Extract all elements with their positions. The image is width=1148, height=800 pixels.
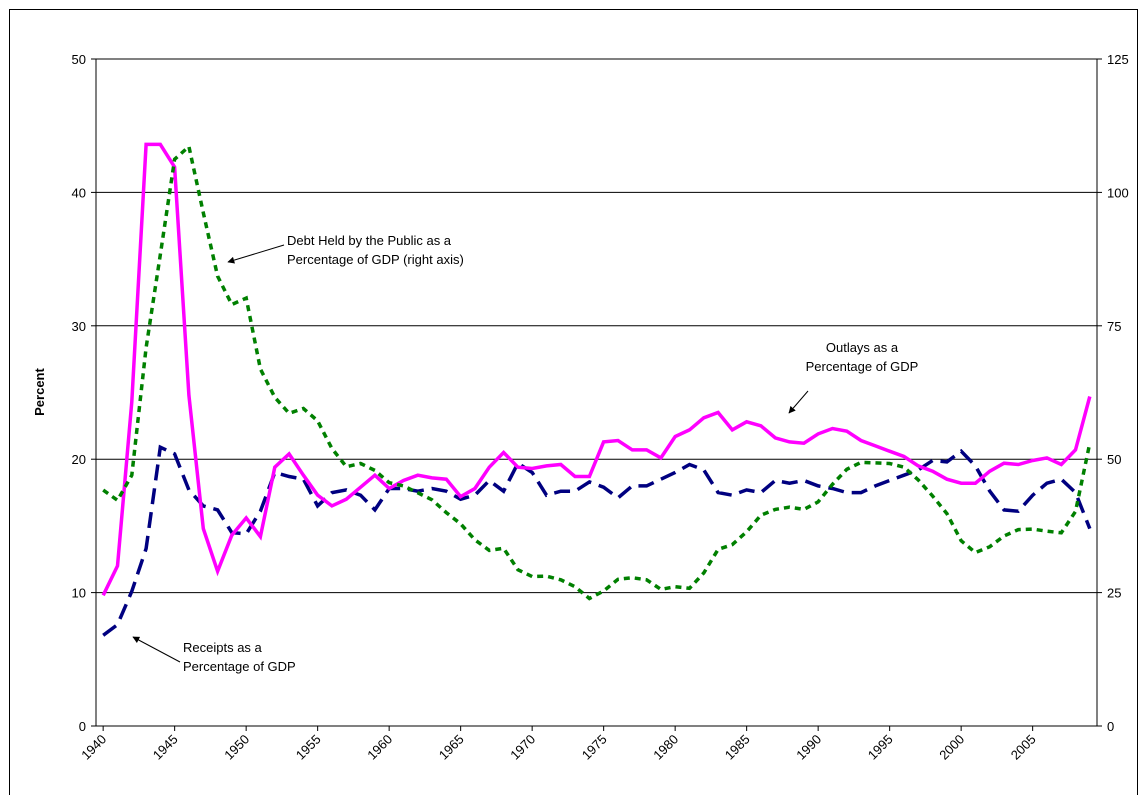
series-line — [102, 143, 1092, 601]
y2-tick-label: 75 — [1107, 319, 1121, 334]
x-tick-label: 1955 — [293, 732, 324, 763]
frame — [9, 9, 1138, 800]
annotation: Debt Held by the Public as a — [287, 233, 452, 248]
y-tick-label: 20 — [72, 452, 86, 467]
x-tick-label: 1985 — [722, 732, 753, 763]
x-tick-label: 2005 — [1008, 732, 1039, 763]
series-line — [101, 142, 1092, 597]
x-tick-label: 1970 — [507, 732, 538, 763]
x-tick-label: 1950 — [221, 732, 252, 763]
annotation: Outlays as a — [826, 340, 899, 355]
annotation: Percentage of GDP (right axis) — [287, 252, 464, 267]
annotation: Percentage of GDP — [806, 359, 919, 374]
x-tick-label: 1975 — [579, 732, 610, 763]
annotation-arrow — [132, 636, 181, 663]
y-tick-label: 50 — [72, 52, 86, 67]
x-tick-label: 1940 — [78, 732, 109, 763]
y2-tick-label: 100 — [1107, 185, 1129, 200]
y2-tick-label: 25 — [1107, 586, 1121, 601]
annotation: Percentage of GDP — [183, 659, 296, 674]
y-tick-label: 0 — [79, 719, 86, 734]
x-tick-label: 2000 — [936, 732, 967, 763]
x-tick-label: 1995 — [865, 732, 896, 763]
series-line — [102, 444, 1092, 637]
y2-tick-label: 50 — [1107, 452, 1121, 467]
annotation: Receipts as a — [183, 640, 263, 655]
y2-tick-label: 0 — [1107, 719, 1114, 734]
y-tick-label: 40 — [72, 185, 86, 200]
y-tick-label: 30 — [72, 319, 86, 334]
x-tick-label: 1980 — [650, 732, 681, 763]
annotation-arrow — [788, 390, 809, 414]
x-tick-label: 1960 — [364, 732, 395, 763]
y2-tick-label: 125 — [1107, 52, 1129, 67]
y-axis-label: Percent — [32, 367, 47, 415]
x-tick-label: 1990 — [793, 732, 824, 763]
annotation-arrow — [227, 244, 285, 264]
y-tick-label: 10 — [72, 586, 86, 601]
x-tick-label: 1945 — [150, 732, 181, 763]
x-tick-label: 1965 — [436, 732, 467, 763]
